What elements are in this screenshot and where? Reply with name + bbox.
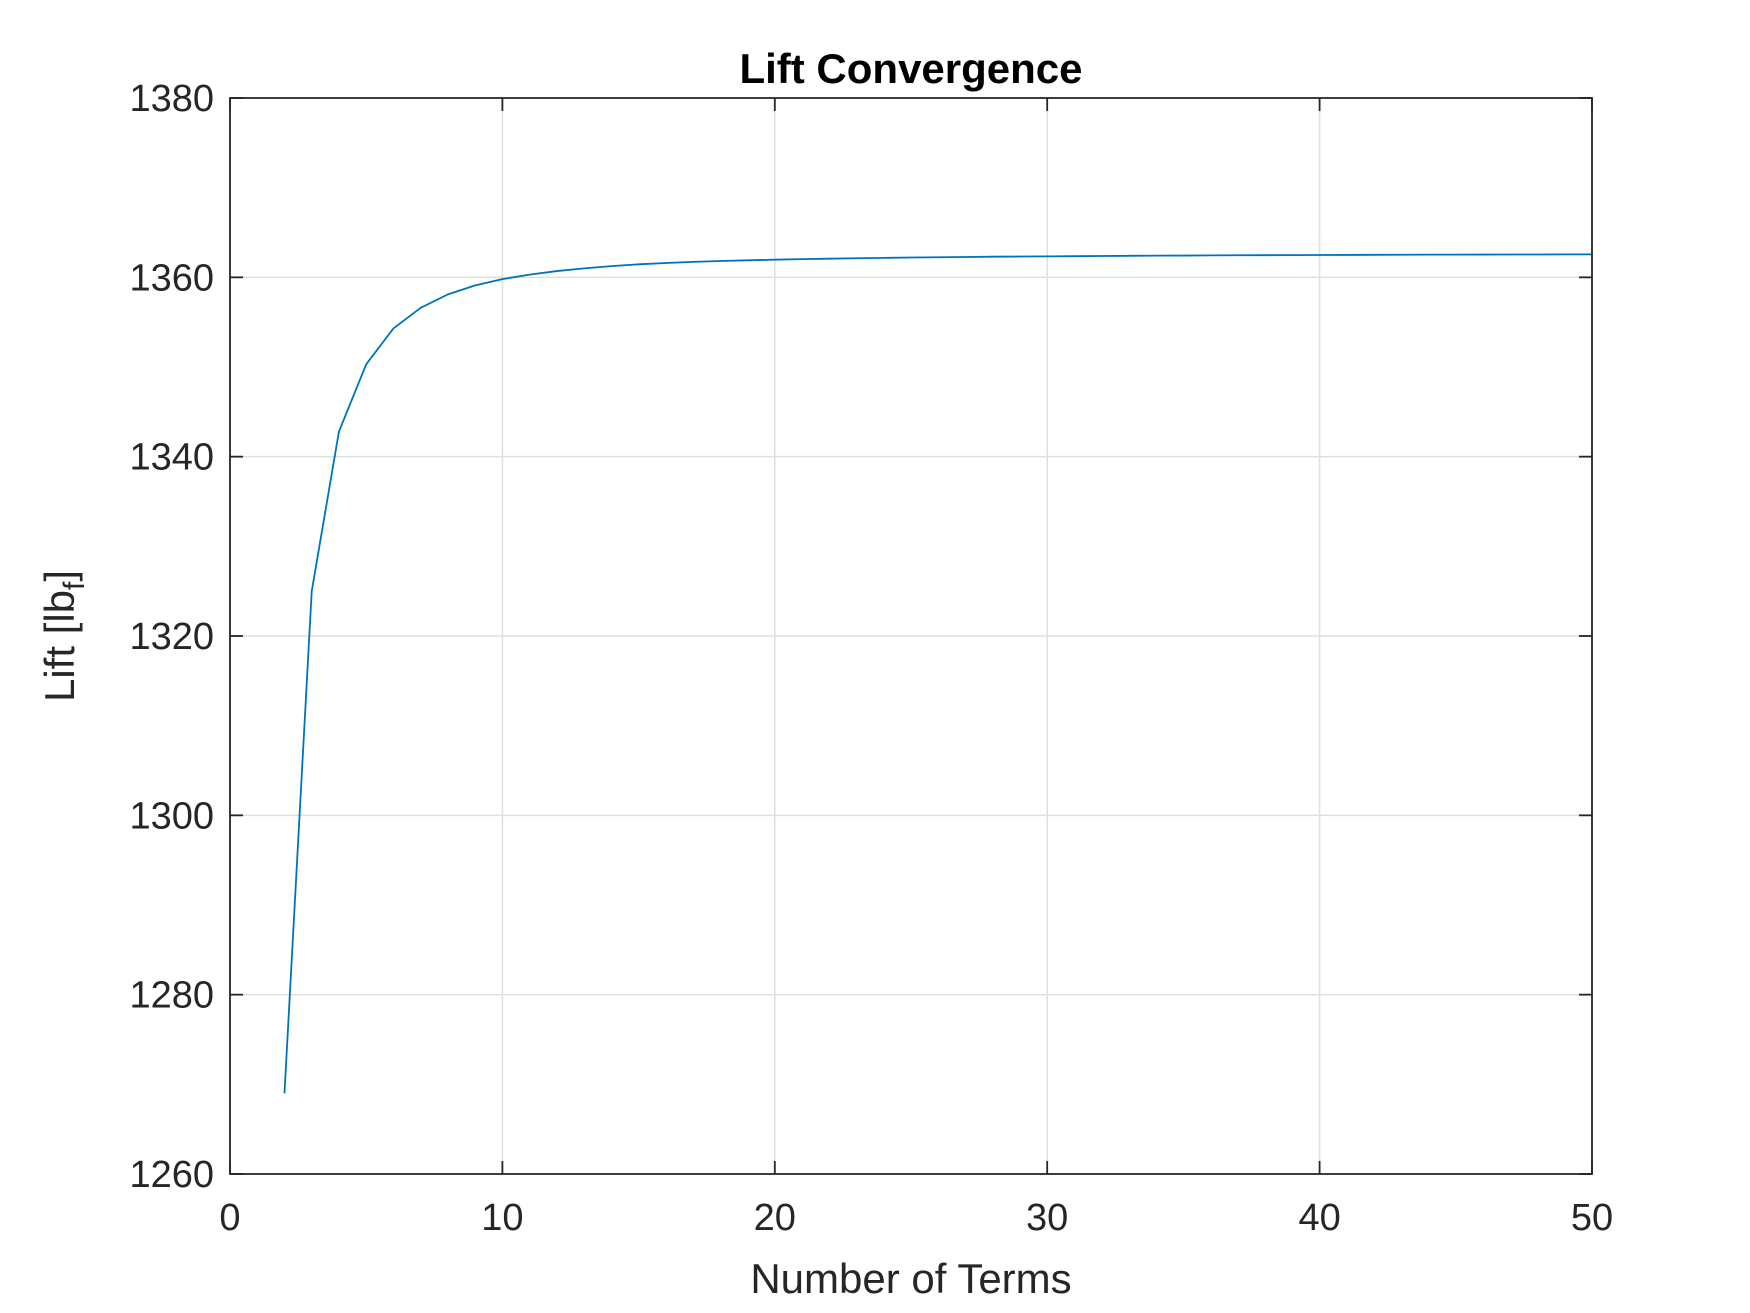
x-tick-label: 40 — [1298, 1197, 1340, 1239]
x-tick-label: 20 — [754, 1197, 796, 1239]
x-axis-label: Number of Terms — [750, 1255, 1071, 1302]
chart-title: Lift Convergence — [739, 45, 1082, 92]
y-tick-label: 1280 — [129, 975, 214, 1017]
x-tick-label: 50 — [1571, 1197, 1613, 1239]
x-tick-label: 30 — [1026, 1197, 1068, 1239]
y-axis-label: Lift [lbf] — [36, 570, 91, 702]
x-tick-label: 0 — [219, 1197, 240, 1239]
series-line-0 — [283, 253, 1592, 1094]
y-tick-label: 1300 — [129, 795, 214, 837]
x-tick-label: 10 — [481, 1197, 523, 1239]
y-axis-ticks: 1260 1280 1300 1320 1340 1360 1380 — [129, 78, 1592, 1196]
x-axis-ticks: 0 10 20 30 40 50 — [219, 98, 1613, 1239]
y-axis-label-close: ] — [36, 570, 83, 582]
y-tick-label: 1320 — [129, 616, 214, 658]
y-axis-label-subscript: f — [58, 581, 91, 590]
y-tick-label: 1360 — [129, 257, 214, 299]
y-tick-label: 1340 — [129, 437, 214, 479]
y-tick-label: 1380 — [129, 78, 214, 120]
y-axis-label-main: Lift [lb — [36, 590, 83, 702]
series-layer — [283, 253, 1592, 1094]
y-tick-label: 1260 — [129, 1154, 214, 1196]
